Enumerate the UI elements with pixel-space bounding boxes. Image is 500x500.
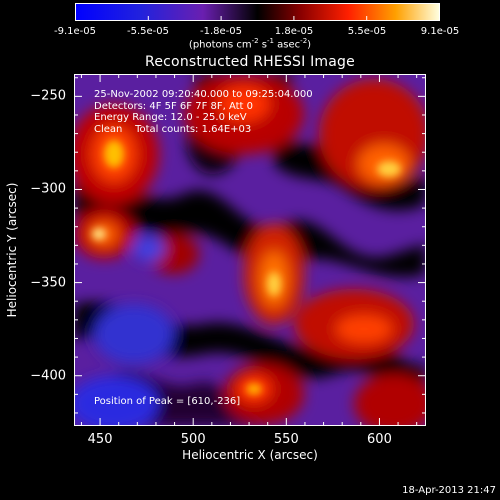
y-tick-label: −400	[30, 368, 66, 384]
y-axis-label: Heliocentric Y (arcsec)	[5, 182, 19, 318]
colorbar-tick-label: -1.8e-05	[200, 26, 242, 37]
x-tick-label: 600	[367, 432, 392, 447]
observation-info: 25-Nov-2002 09:20:40.000 to 09:25:04.000…	[94, 89, 313, 135]
y-tick-label: −250	[30, 88, 66, 104]
clean-counts-line: Clean Total counts: 1.64E+03	[94, 123, 252, 135]
time-range: 25-Nov-2002 09:20:40.000 to 09:25:04.000	[94, 89, 313, 100]
colorbar-tick-label: -9.1e-05	[54, 26, 96, 37]
colorbar-units: (photons cm-2 s-1 asec-2)	[188, 37, 312, 51]
y-tick-label: −350	[30, 275, 66, 291]
peak-position: Position of Peak = [610,-236]	[94, 396, 241, 407]
colorbar-tick-label: 9.1e-05	[420, 26, 460, 37]
colorbar	[75, 3, 440, 21]
x-tick-label: 500	[180, 432, 206, 447]
colorbar-tick-label: 1.8e-05	[274, 26, 314, 37]
image-title: Reconstructed RHESSI Image	[145, 54, 355, 70]
timestamp: 18-Apr-2013 21:47	[402, 485, 496, 496]
energy-range-line: Energy Range: 12.0 - 25.0 keV	[94, 112, 247, 123]
x-tick-label: 550	[273, 432, 299, 447]
detectors-line: Detectors: 4F 5F 6F 7F 8F, Att 0	[94, 100, 254, 112]
rhessi-image	[74, 74, 426, 426]
x-axis-label: Heliocentric X (arcsec)	[182, 448, 318, 462]
y-tick-label: −300	[30, 181, 66, 197]
colorbar-tick-label: -5.5e-05	[127, 26, 169, 37]
colorbar-tick-label: 5.5e-05	[347, 26, 387, 37]
x-tick-label: 450	[87, 432, 113, 447]
